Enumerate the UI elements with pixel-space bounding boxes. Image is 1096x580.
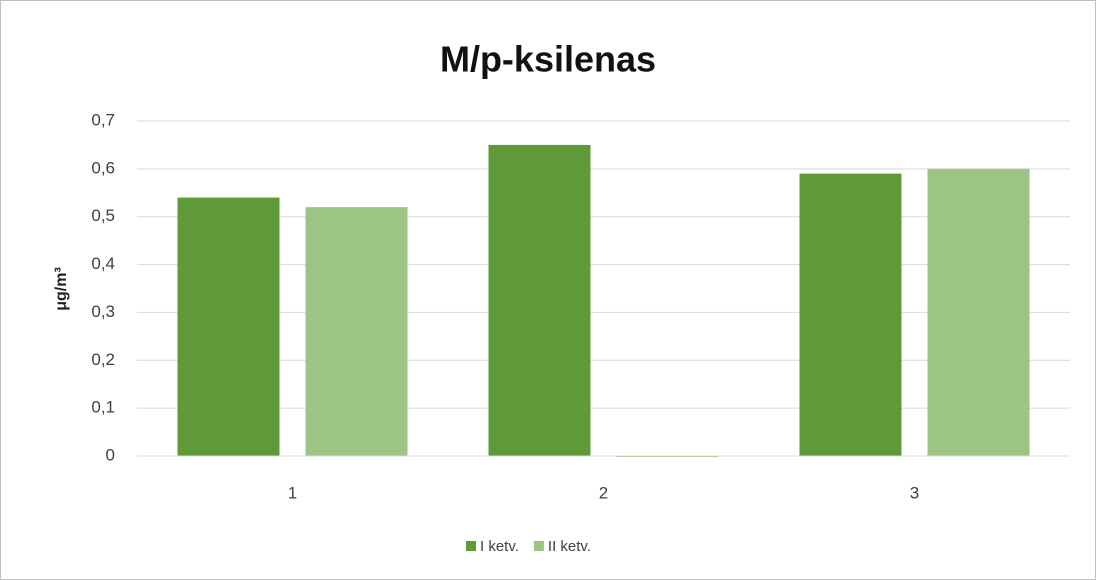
y-tick-label: 0,3 bbox=[91, 302, 115, 321]
y-tick-label: 0,1 bbox=[91, 398, 115, 417]
y-tick-label: 0,2 bbox=[91, 350, 115, 369]
bar bbox=[305, 207, 408, 456]
legend-label: I ketv. bbox=[480, 538, 519, 555]
legend-swatch bbox=[466, 541, 476, 551]
y-axis-label: μg/m³ bbox=[53, 267, 70, 311]
bar bbox=[177, 197, 280, 457]
bar bbox=[799, 173, 902, 456]
bar bbox=[927, 168, 1030, 456]
y-tick-label: 0,6 bbox=[91, 158, 115, 177]
x-tick-label: 1 bbox=[288, 483, 297, 502]
y-tick-label: 0,7 bbox=[91, 110, 115, 129]
y-tick-label: 0 bbox=[106, 445, 115, 464]
legend-label: II ketv. bbox=[548, 538, 591, 555]
x-tick-label: 2 bbox=[599, 483, 608, 502]
bar bbox=[488, 144, 591, 456]
x-tick-label: 3 bbox=[910, 483, 919, 502]
chart-title: M/p-ksilenas bbox=[440, 39, 656, 80]
y-tick-label: 0,4 bbox=[91, 254, 115, 273]
y-tick-label: 0,5 bbox=[91, 206, 115, 225]
legend-swatch bbox=[533, 541, 544, 551]
